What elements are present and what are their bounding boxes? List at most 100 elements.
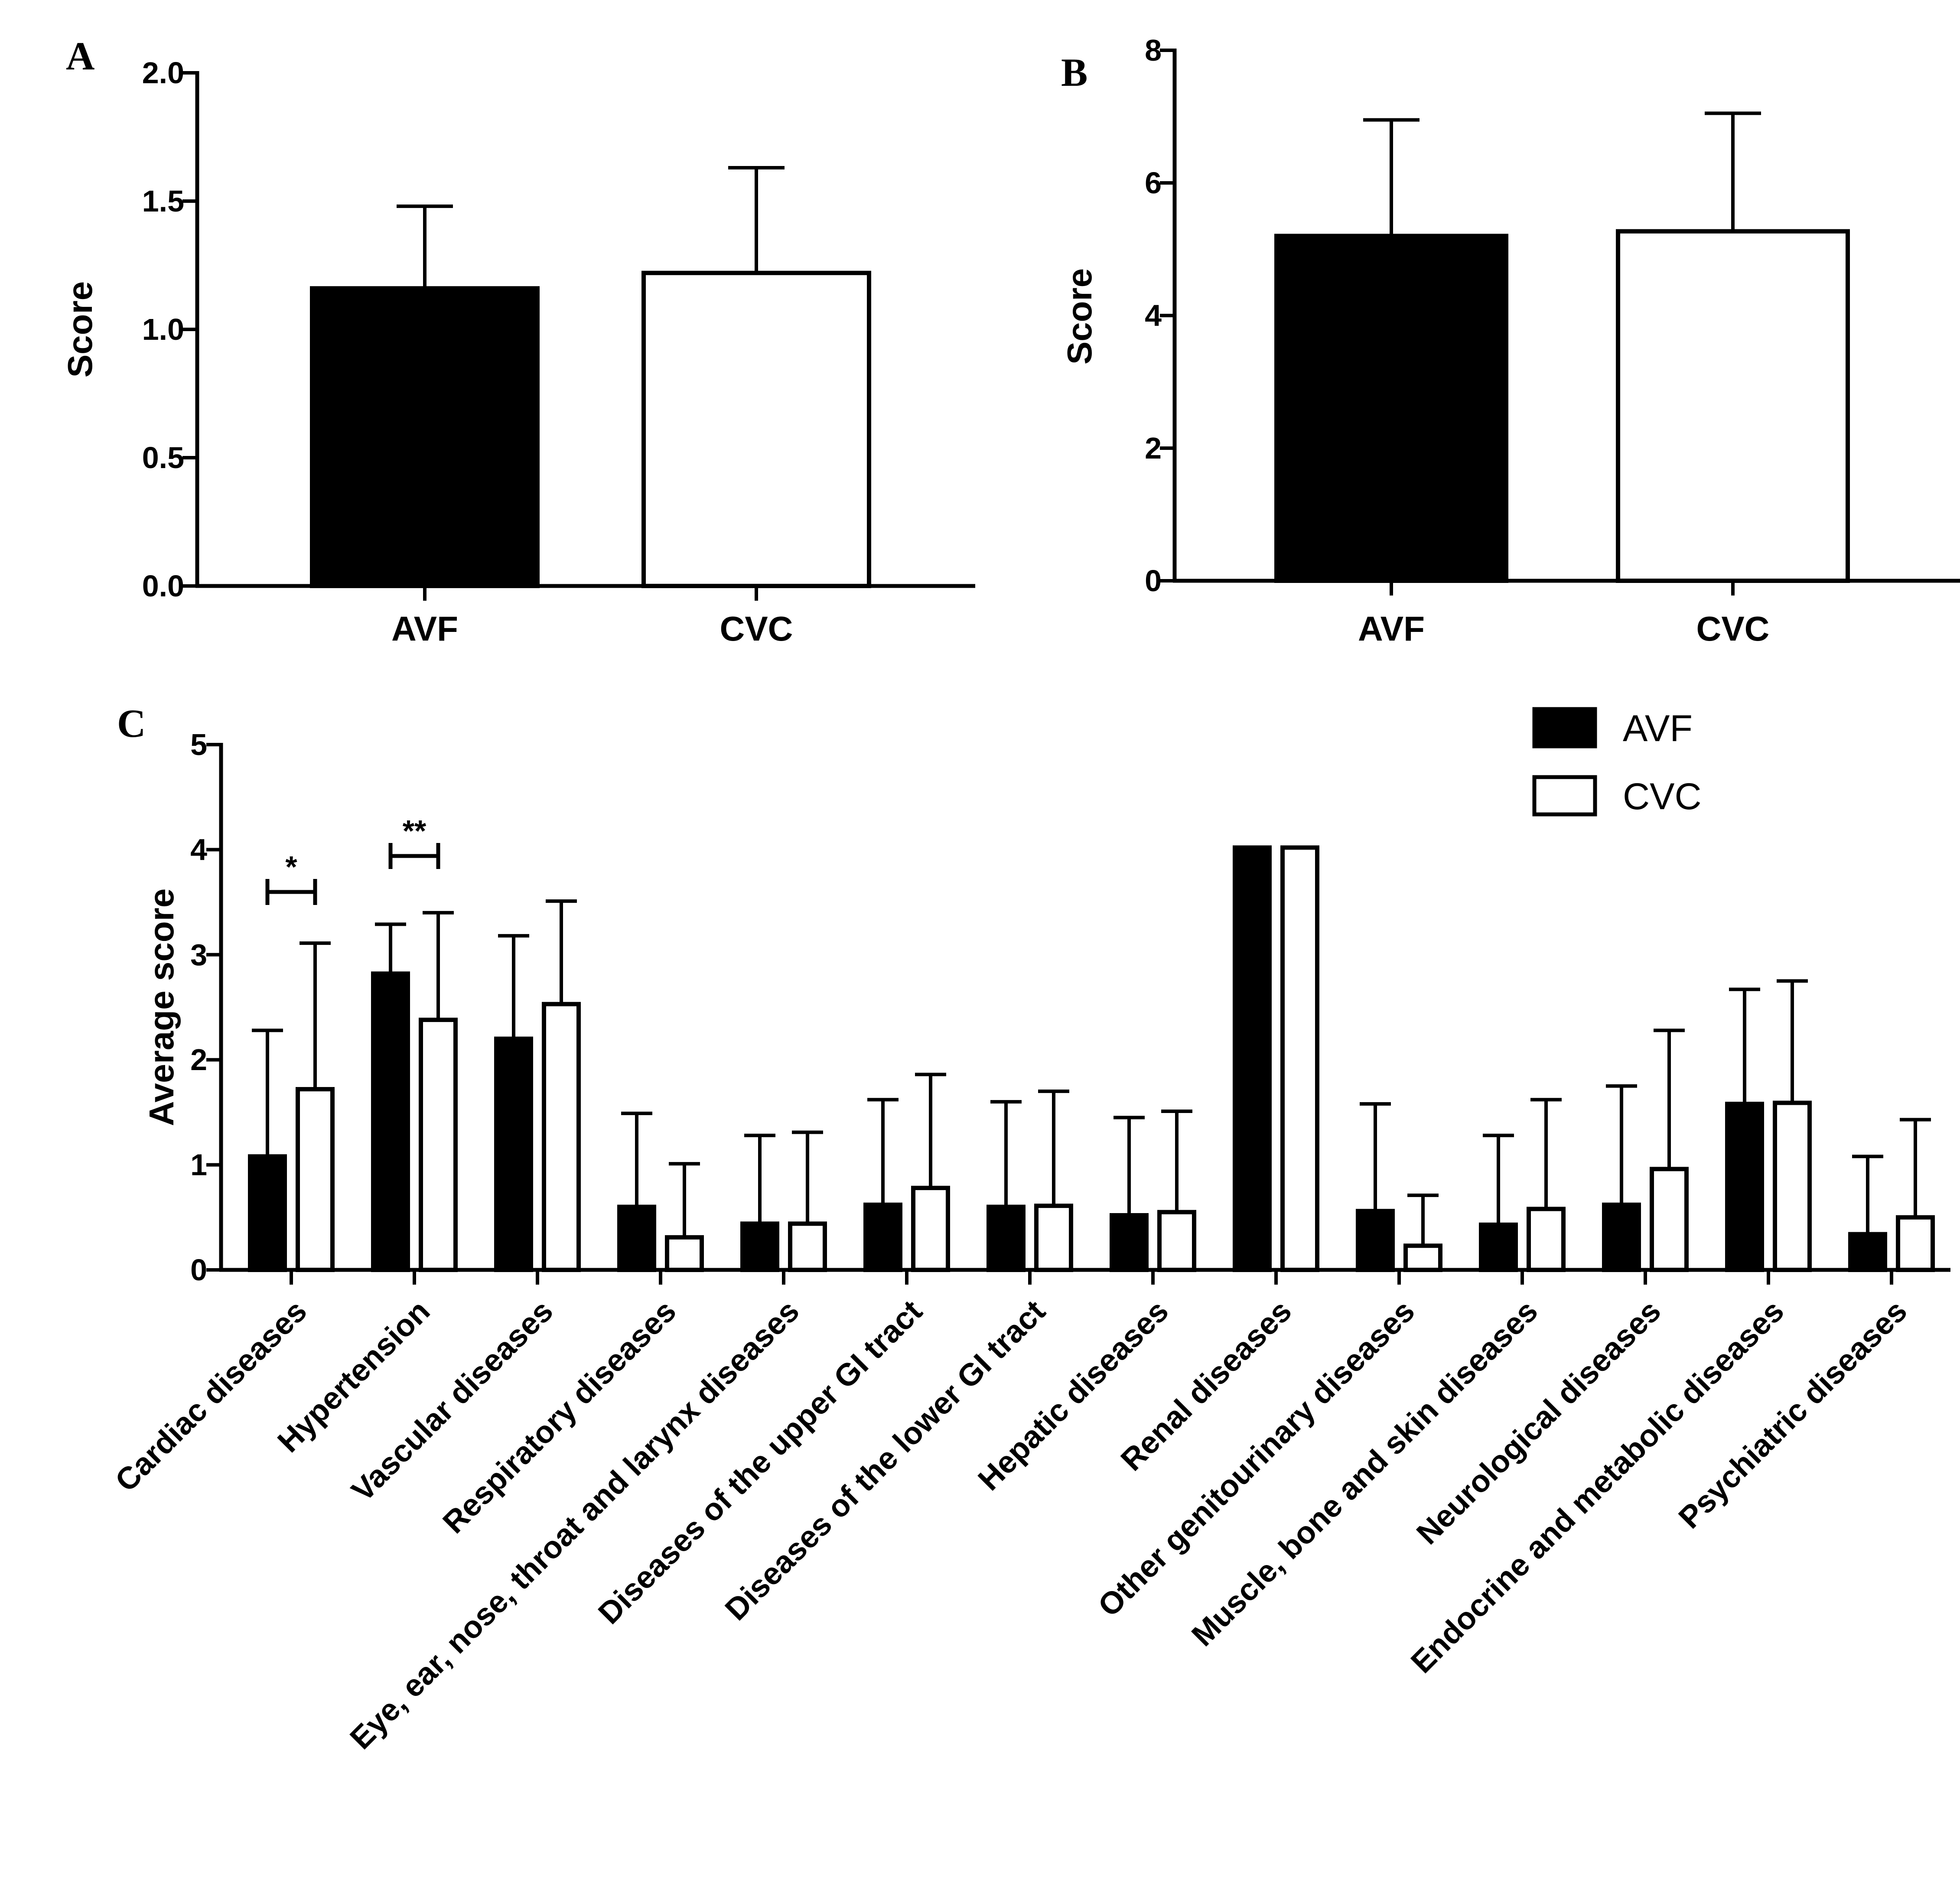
panel-c-category-label: Neurological diseases [1410,1294,1667,1551]
panel-b-bar-avf-rect [1274,234,1508,583]
panel-a-yticks: 0.0 0.5 1.0 1.5 2.0 [142,56,197,603]
panel-b-letter: B [1061,50,1087,94]
panel-c-bar-avf-12-rect [1725,1102,1764,1272]
panel-a-ytick-label: 1.0 [142,312,184,346]
panel-a-xtick-label: AVF [391,609,458,648]
panel-c-bar-cvc-11 [1650,1028,1689,1272]
panel-c-bar-cvc-0 [296,941,335,1272]
panel-b-bar-avf [1274,118,1508,583]
panel-c-bar-cvc-4 [788,1130,827,1272]
panel-c-bar-avf-0-rect [248,1154,287,1272]
panel-c-bar-cvc-1-rect [419,1018,458,1272]
panel-b-yticks: 0 2 4 6 8 [1145,33,1175,598]
panel-c-bar-avf-11 [1602,1084,1641,1272]
panel-c-bar-cvc-12 [1773,979,1812,1272]
panel-b-ytick-label: 0 [1145,564,1162,598]
panel-c-yticks: 0 1 2 3 4 5 [190,728,221,1287]
panel-a-xtick-label: CVC [720,609,793,648]
panel-c-bar-cvc-8-rect [1280,845,1319,1272]
panel-c-bar-cvc-7-rect [1157,1210,1196,1272]
panel-c-ylabel: Average score [142,888,181,1126]
significance-label: ** [403,814,427,848]
panel-c-bar-avf-5 [863,1098,902,1272]
panel-c-category-label: Cardiac diseases [109,1294,314,1499]
panel-a-xlabels: AVF CVC [391,586,793,648]
panel-c-bar-avf-11-rect [1602,1202,1641,1272]
panel-c-ytick-label: 3 [190,938,207,972]
panel-c-ytick-label: 2 [190,1043,207,1077]
panel-c-bar-avf-9-rect [1356,1209,1395,1272]
panel-c-bar-avf-7 [1110,1116,1149,1272]
legend-swatch-cvc [1532,775,1597,817]
panel-c-category-label: Vascular diseases [345,1294,560,1508]
panel-c-bars [248,845,1935,1272]
panel-c-bar-cvc-9-rect [1403,1243,1442,1272]
panel-c-bar-avf-10 [1479,1133,1518,1272]
panel-b-ylabel: Score [1060,268,1099,364]
panel-a: A 0.0 0.5 1.0 1.5 2.0 AVF CVC Score [61,34,975,648]
panel-c-bar-avf-10-rect [1479,1222,1518,1272]
panel-a-bar-avf-rect [310,286,540,588]
panel-c-bar-avf-2 [494,934,533,1272]
panel-b-ytick-label: 4 [1145,299,1162,332]
panel-a-ylabel: Score [61,281,99,377]
panel-c-bar-cvc-0-rect [296,1087,335,1272]
panel-a-bar-cvc [641,166,871,588]
panel-b-bar-cvc [1616,111,1850,583]
panel-a-letter: A [66,34,94,78]
panel-c-bar-cvc-12-rect [1773,1100,1812,1272]
panel-c-category-label: Psychiatric diseases [1672,1294,1914,1536]
panel-c-bar-avf-2-rect [494,1036,533,1272]
panel-b-xtick-label: AVF [1358,609,1425,648]
panel-a-bar-cvc-rect [641,270,871,588]
panel-b-ytick-label: 2 [1145,431,1162,465]
panel-c-bar-avf-13 [1848,1155,1887,1272]
panel-c-bar-cvc-10 [1527,1098,1566,1272]
legend-label-avf: AVF [1623,708,1693,749]
panel-c-bar-avf-3-rect [617,1204,656,1272]
panel-c-category-label: Eye, ear, nose, throat and larynx diseas… [344,1294,806,1756]
panel-c-ytick-label: 5 [190,728,207,762]
panel-c-ytick-label: 0 [190,1253,207,1287]
panel-c-bar-avf-8 [1233,845,1272,1272]
panel-c-significance: *** [265,814,440,905]
panel-a-bar-avf [310,204,540,588]
panel-c-bar-cvc-2-rect [542,1002,581,1272]
panel-b-xtick-label: CVC [1696,609,1770,648]
panel-c-bar-cvc-9 [1403,1193,1442,1272]
panel-c-bar-avf-3 [617,1111,656,1272]
panel-c-bar-avf-6 [987,1100,1026,1272]
panel-c-bar-cvc-7 [1157,1109,1196,1272]
panel-a-ytick-label: 0.5 [142,441,184,475]
panel-b-xlabels: AVF CVC [1358,581,1769,648]
panel-c-bar-cvc-13-rect [1896,1215,1935,1272]
panel-c-bar-cvc-1 [419,911,458,1272]
panel-c-bar-cvc-6 [1034,1089,1073,1272]
significance-bracket: ** [388,814,440,869]
panel-c-bar-cvc-10-rect [1527,1207,1566,1272]
panel-c-bar-cvc-11-rect [1650,1167,1689,1272]
panel-c-bar-cvc-3-rect [665,1235,704,1272]
panel-c-bar-avf-4 [740,1133,779,1272]
panel-c-ytick-label: 4 [190,833,207,866]
panel-c-bar-avf-8-rect [1233,845,1272,1272]
panel-c-bar-cvc-5 [911,1073,950,1272]
panel-c-bar-avf-1 [371,922,410,1272]
panel-c-bar-avf-6-rect [987,1204,1026,1272]
panel-b-ytick-label: 8 [1145,33,1162,67]
panel-c-bar-cvc-8 [1280,845,1319,1272]
panel-a-ytick-label: 1.5 [142,184,184,218]
legend: AVF CVC [1532,707,1702,817]
panel-a-ytick-label: 2.0 [142,56,184,90]
significance-bracket: * [265,850,317,905]
panel-b: B 0 2 4 6 8 AVF CVC Score [1060,33,1960,648]
significance-label: * [285,850,297,884]
panel-c-category-label: Respiratory diseases [436,1294,683,1540]
panel-c-bar-avf-5-rect [863,1202,902,1272]
panel-c-bar-cvc-4-rect [788,1221,827,1272]
panel-b-bars [1274,111,1850,583]
panel-c-bar-avf-12 [1725,987,1764,1272]
panel-c-bar-cvc-5-rect [911,1185,950,1272]
